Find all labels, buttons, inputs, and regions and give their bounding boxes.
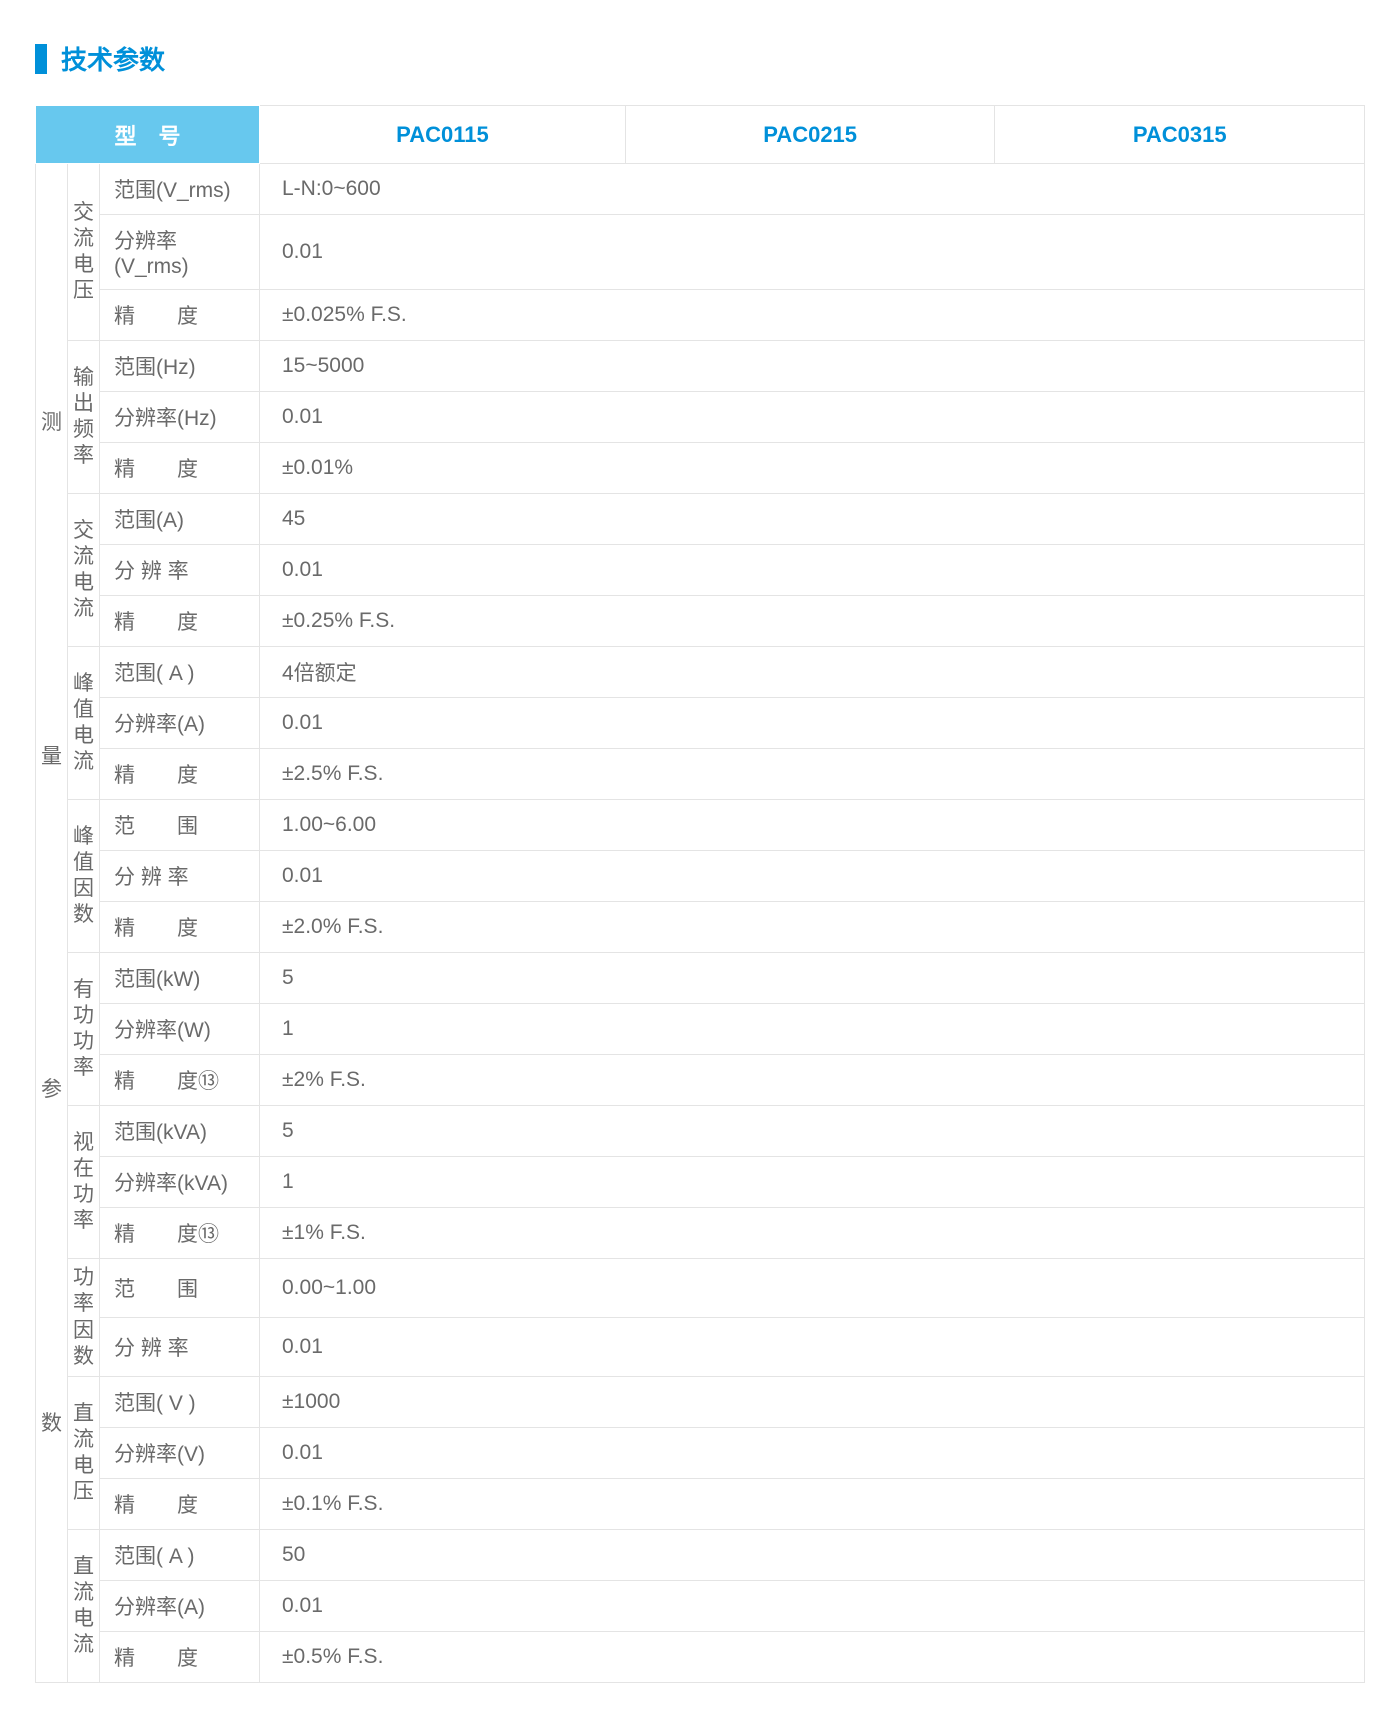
group-cell: 交流电流	[68, 494, 100, 647]
param-label: 分辨率(A)	[100, 698, 260, 749]
param-value: ±2% F.S.	[260, 1055, 1365, 1106]
param-label: 精 度	[100, 1479, 260, 1530]
param-label: 分辨率(A)	[100, 1581, 260, 1632]
param-value: ±1% F.S.	[260, 1208, 1365, 1259]
param-value: 45	[260, 494, 1365, 545]
param-label: 范围( V )	[100, 1377, 260, 1428]
param-label: 精 度	[100, 902, 260, 953]
group-cell: 输出频率	[68, 341, 100, 494]
param-value: 0.01	[260, 1318, 1365, 1377]
main-group-cell: 测量参数	[36, 164, 68, 1683]
group-cell: 直流电流	[68, 1530, 100, 1683]
param-label: 精 度	[100, 1632, 260, 1683]
param-label: 范围(Hz)	[100, 341, 260, 392]
param-label: 范 围	[100, 1259, 260, 1318]
param-label: 范 围	[100, 800, 260, 851]
param-value: 15~5000	[260, 341, 1365, 392]
param-value: ±0.25% F.S.	[260, 596, 1365, 647]
group-cell: 功率因数	[68, 1259, 100, 1377]
param-value: ±2.0% F.S.	[260, 902, 1365, 953]
param-value: 0.01	[260, 851, 1365, 902]
group-cell: 交流电压	[68, 164, 100, 341]
param-value: 0.01	[260, 1428, 1365, 1479]
param-value: 0.01	[260, 392, 1365, 443]
section-title: 技术参数	[35, 40, 1365, 77]
param-label: 分 辨 率	[100, 545, 260, 596]
param-label: 范围( A )	[100, 647, 260, 698]
param-label: 精 度	[100, 443, 260, 494]
param-label: 分辨率(kVA)	[100, 1157, 260, 1208]
param-value: ±2.5% F.S.	[260, 749, 1365, 800]
param-value: ±0.5% F.S.	[260, 1632, 1365, 1683]
param-value: 4倍额定	[260, 647, 1365, 698]
param-label: 范围(kVA)	[100, 1106, 260, 1157]
param-label: 分辨率(V_rms)	[100, 215, 260, 290]
header-model-label: 型 号	[36, 106, 260, 164]
param-label: 范围(A)	[100, 494, 260, 545]
param-label: 精 度	[100, 290, 260, 341]
param-label: 精 度	[100, 596, 260, 647]
param-value: ±0.01%	[260, 443, 1365, 494]
param-value: 0.00~1.00	[260, 1259, 1365, 1318]
param-value: 0.01	[260, 215, 1365, 290]
param-value: 1	[260, 1157, 1365, 1208]
param-value: ±0.1% F.S.	[260, 1479, 1365, 1530]
param-label: 分辨率(Hz)	[100, 392, 260, 443]
param-value: L-N:0~600	[260, 164, 1365, 215]
param-value: 1	[260, 1004, 1365, 1055]
header-model-2: PAC0215	[625, 106, 995, 164]
param-value: 1.00~6.00	[260, 800, 1365, 851]
group-cell: 峰值因数	[68, 800, 100, 953]
param-value: ±1000	[260, 1377, 1365, 1428]
param-label: 分 辨 率	[100, 1318, 260, 1377]
group-cell: 有功功率	[68, 953, 100, 1106]
spec-table: 型 号 PAC0115 PAC0215 PAC0315 测量参数交流电压范围(V…	[35, 105, 1365, 1683]
header-model-1: PAC0115	[260, 106, 626, 164]
group-cell: 直流电压	[68, 1377, 100, 1530]
param-value: 0.01	[260, 545, 1365, 596]
param-value: 0.01	[260, 1581, 1365, 1632]
param-label: 精 度⑬	[100, 1055, 260, 1106]
param-value: 5	[260, 953, 1365, 1004]
param-label: 范围(kW)	[100, 953, 260, 1004]
group-cell: 峰值电流	[68, 647, 100, 800]
param-value: 50	[260, 1530, 1365, 1581]
param-value: 0.01	[260, 698, 1365, 749]
header-model-3: PAC0315	[995, 106, 1365, 164]
group-cell: 视在功率	[68, 1106, 100, 1259]
param-label: 范围(V_rms)	[100, 164, 260, 215]
param-value: ±0.025% F.S.	[260, 290, 1365, 341]
param-label: 分辨率(V)	[100, 1428, 260, 1479]
param-label: 精 度⑬	[100, 1208, 260, 1259]
param-label: 精 度	[100, 749, 260, 800]
section-heading: 技术参数	[61, 40, 165, 77]
param-value: 5	[260, 1106, 1365, 1157]
param-label: 分辨率(W)	[100, 1004, 260, 1055]
param-label: 分 辨 率	[100, 851, 260, 902]
title-accent-bar	[35, 44, 47, 74]
param-label: 范围( A )	[100, 1530, 260, 1581]
